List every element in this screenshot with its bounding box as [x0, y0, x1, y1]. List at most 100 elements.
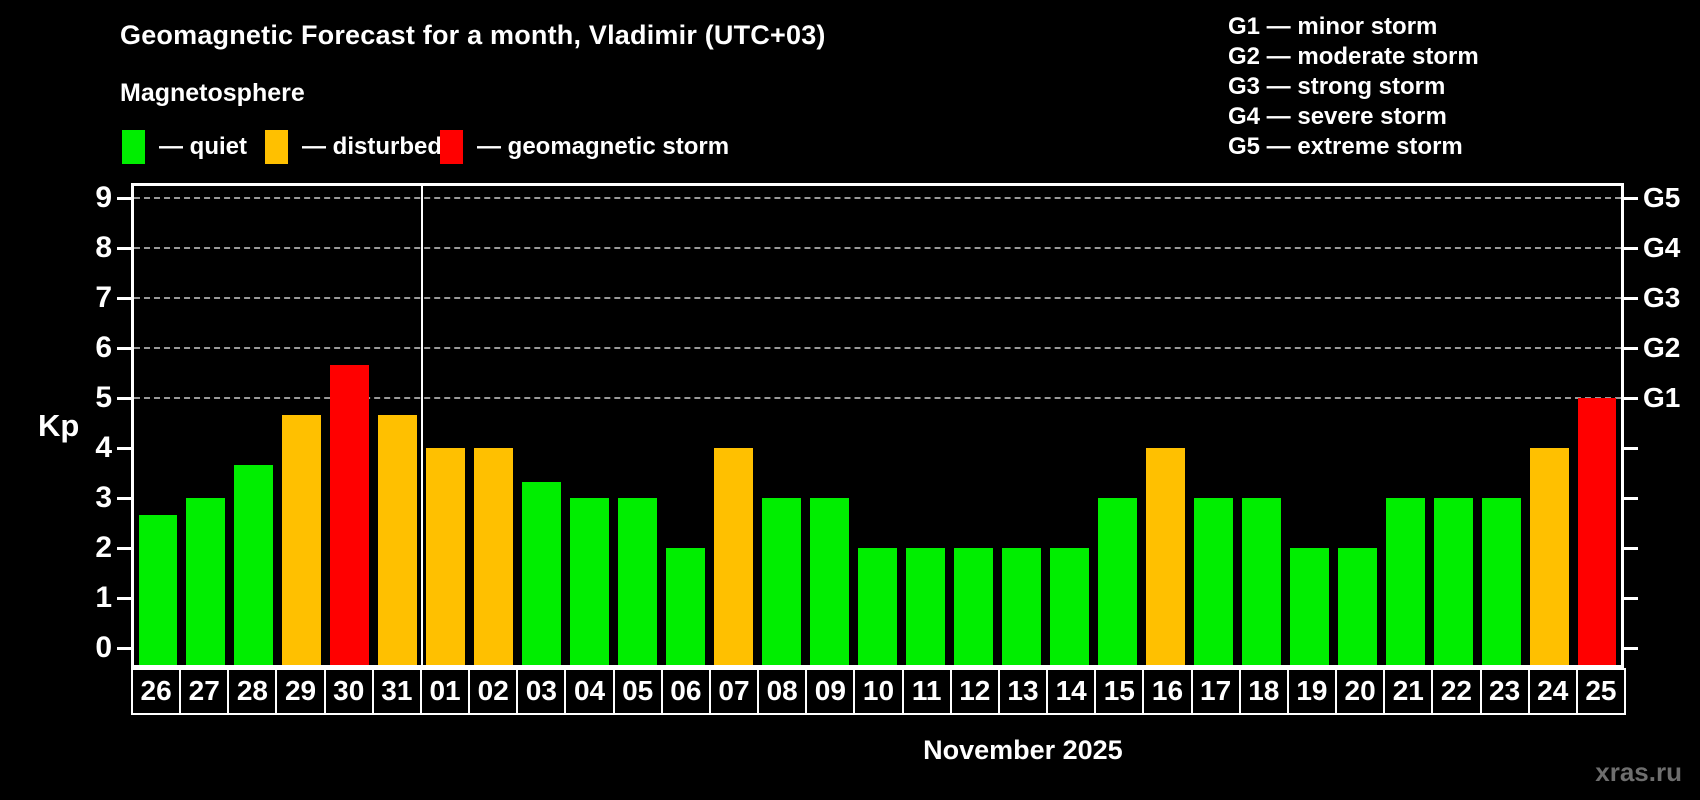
y-axis-tick-right-4: [1624, 446, 1638, 450]
y-axis-tick-left-0: [117, 646, 131, 650]
y-axis-label-0: 0: [95, 631, 112, 664]
kp-bar-29: [282, 414, 322, 665]
date-cell-15: 15: [1094, 668, 1145, 715]
date-cell-07: 07: [708, 668, 760, 715]
y-axis-tick-right-6: [1624, 346, 1638, 350]
g-scale-line-g4: G4 — severe storm: [1228, 103, 1447, 130]
gridline-kp5: [134, 397, 1621, 399]
kp-bar-10: [858, 548, 897, 665]
kp-bar-11: [905, 548, 945, 665]
date-cell-21: 21: [1383, 668, 1434, 715]
kp-bar-17: [1193, 498, 1233, 665]
y-axis-tick-left-9: [117, 196, 131, 200]
kp-bar-25: [1577, 398, 1617, 665]
gridline-kp8: [134, 247, 1621, 249]
date-cell-31: 31: [371, 668, 422, 715]
date-cell-19: 19: [1286, 668, 1338, 715]
kp-bar-30: [330, 364, 370, 665]
y-axis-label-1: 1: [95, 581, 112, 614]
g-axis-label-g3: G3: [1643, 282, 1681, 313]
g-axis-label-g2: G2: [1643, 332, 1681, 363]
chart-title: Geomagnetic Forecast for a month, Vladim…: [120, 20, 826, 50]
plot-inner: [134, 186, 1621, 665]
kp-color-legend: — quiet — disturbed — geomagnetic storm: [120, 130, 1020, 168]
kp-bar-20: [1337, 548, 1377, 665]
g-scale-line-g3: G3 — strong storm: [1228, 73, 1446, 100]
y-axis-label-2: 2: [95, 531, 112, 564]
kp-bar-15: [1097, 498, 1137, 665]
date-cell-27: 27: [179, 668, 230, 715]
g-axis-label-g4: G4: [1643, 232, 1681, 263]
kp-bar-02: [474, 448, 514, 665]
y-axis-tick-right-8: [1624, 246, 1638, 250]
y-axis-tick-left-8: [117, 246, 131, 250]
kp-bar-31: [378, 414, 418, 665]
date-cell-09: 09: [805, 668, 856, 715]
g-scale-legend: G1 — minor storm G2 — moderate storm G3 …: [1228, 12, 1479, 162]
kp-bar-27: [186, 498, 226, 665]
date-cell-08: 08: [757, 668, 808, 715]
kp-bar-13: [1001, 548, 1041, 665]
kp-bar-22: [1433, 498, 1473, 665]
y-axis-tick-right-2: [1624, 546, 1638, 550]
date-cell-01: 01: [419, 668, 471, 715]
date-cell-25: 25: [1575, 668, 1626, 715]
kp-bar-04: [570, 498, 610, 665]
kp-bar-24: [1529, 448, 1569, 665]
gridline-kp9: [134, 197, 1621, 199]
date-cell-14: 14: [1046, 668, 1097, 715]
date-cell-10: 10: [853, 668, 904, 715]
date-cell-12: 12: [949, 668, 1000, 715]
legend-label-storm: — geomagnetic storm: [477, 133, 730, 160]
kp-bar-21: [1385, 498, 1425, 665]
date-cell-06: 06: [660, 668, 711, 715]
kp-bar-28: [234, 464, 274, 665]
g-scale-line-g5: G5 — extreme storm: [1228, 133, 1463, 160]
date-cell-28: 28: [227, 668, 278, 715]
storm-color-swatch: [440, 130, 463, 164]
date-cell-13: 13: [997, 668, 1049, 715]
y-axis-tick-right-1: [1624, 596, 1638, 600]
y-axis-label-8: 8: [95, 231, 112, 264]
date-cell-26: 26: [131, 668, 182, 715]
y-axis-label-7: 7: [95, 281, 112, 314]
legend-label-quiet: — quiet: [159, 133, 247, 160]
date-cell-17: 17: [1190, 668, 1241, 715]
g-scale-line-g2: G2 — moderate storm: [1228, 43, 1479, 70]
date-cell-18: 18: [1238, 668, 1289, 715]
y-axis-tick-left-2: [117, 546, 131, 550]
y-axis-label-4: 4: [95, 431, 112, 464]
date-cell-04: 04: [564, 668, 615, 715]
date-cell-22: 22: [1431, 668, 1482, 715]
kp-bar-12: [953, 548, 993, 665]
y-axis-tick-right-0: [1624, 646, 1638, 650]
y-axis-label-3: 3: [95, 481, 112, 514]
watermark: xras.ru: [1595, 757, 1682, 787]
kp-bar-01: [426, 448, 466, 665]
kp-bar-06: [666, 548, 706, 665]
kp-bar-14: [1049, 548, 1089, 665]
chart-subtitle: Magnetosphere: [120, 79, 305, 107]
y-axis-tick-right-9: [1624, 196, 1638, 200]
date-cell-03: 03: [516, 668, 567, 715]
y-axis-tick-left-7: [117, 296, 131, 300]
date-cell-20: 20: [1335, 668, 1386, 715]
kp-bar-08: [762, 498, 802, 665]
y-axis-tick-left-3: [117, 496, 131, 500]
g-axis-label-g5: G5: [1643, 182, 1681, 213]
date-cell-30: 30: [323, 668, 374, 715]
date-cell-16: 16: [1142, 668, 1193, 715]
y-axis-tick-right-3: [1624, 496, 1638, 500]
y-axis-tick-left-6: [117, 346, 131, 350]
date-cell-02: 02: [468, 668, 519, 715]
kp-bar-23: [1481, 498, 1521, 665]
kp-bar-26: [138, 514, 178, 665]
legend-item-quiet: — quiet: [122, 130, 247, 164]
y-axis-label-6: 6: [95, 331, 112, 364]
legend-item-storm: — geomagnetic storm: [440, 130, 729, 164]
y-axis-tick-right-7: [1624, 296, 1638, 300]
date-cell-05: 05: [612, 668, 663, 715]
y-axis-tick-left-4: [117, 446, 131, 450]
kp-bar-09: [810, 498, 849, 665]
